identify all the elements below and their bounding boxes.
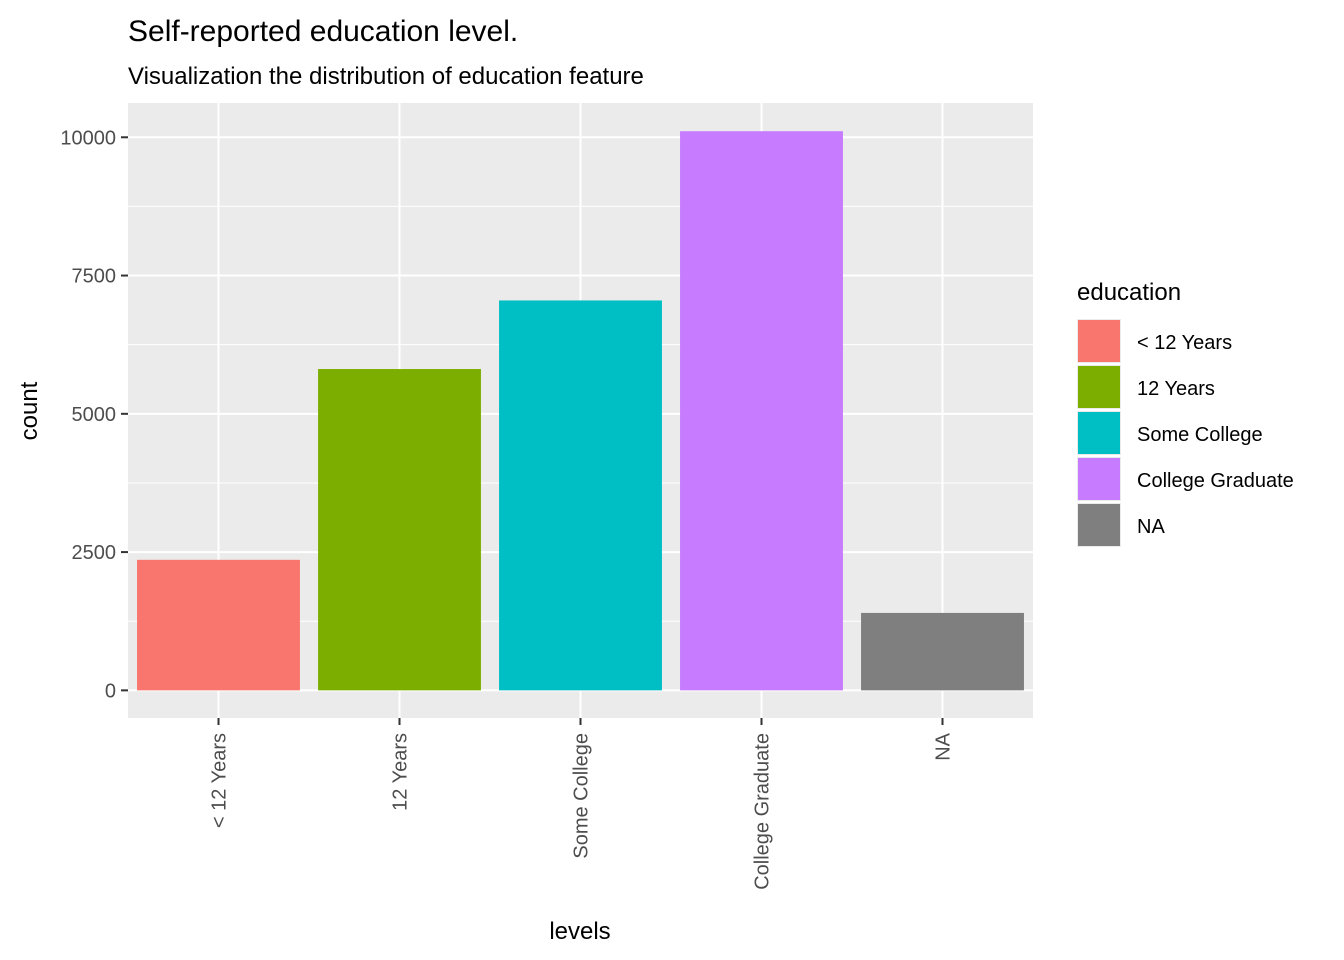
legend-swatch xyxy=(1078,366,1120,408)
legend-label: NA xyxy=(1137,516,1165,538)
y-axis: 0 2500 5000 7500 10000 xyxy=(60,127,128,702)
x-axis: < 12 Years 12 Years Some College College Gr… xyxy=(209,718,955,890)
x-tick-label: NA xyxy=(933,732,955,760)
chart-subtitle: Visualization the distribution of educat… xyxy=(128,63,644,90)
x-axis-title: levels xyxy=(549,918,610,945)
x-tick-label: 12 Years xyxy=(390,733,412,811)
chart-title: Self-reported education level. xyxy=(128,15,518,48)
legend-swatch xyxy=(1078,458,1120,500)
legend-label: < 12 Years xyxy=(1137,332,1232,354)
legend-swatch xyxy=(1078,412,1120,454)
y-tick-label: 5000 xyxy=(72,404,117,426)
legend-swatch xyxy=(1078,320,1120,362)
bar xyxy=(137,559,300,691)
y-axis-title: count xyxy=(16,381,43,440)
legend-label: 12 Years xyxy=(1137,378,1215,400)
legend: education < 12 Years 12 Years Some College… xyxy=(1077,279,1294,547)
bar xyxy=(861,612,1024,691)
y-tick-label: 2500 xyxy=(72,542,117,564)
legend-title: education xyxy=(1077,279,1181,306)
legend-items: < 12 Years 12 Years Some College College Gr… xyxy=(1077,319,1294,547)
x-tick-label: < 12 Years xyxy=(209,733,231,828)
y-tick-label: 7500 xyxy=(72,266,117,288)
legend-label: Some College xyxy=(1137,424,1263,446)
bar xyxy=(680,131,843,691)
x-tick-label: Some College xyxy=(571,733,593,859)
legend-label: College Graduate xyxy=(1137,470,1294,492)
y-tick-label: 10000 xyxy=(60,127,116,149)
bars xyxy=(137,131,1024,691)
bar xyxy=(318,369,481,691)
y-tick-label: 0 xyxy=(105,680,116,702)
legend-swatch xyxy=(1078,504,1120,546)
x-tick-label: College Graduate xyxy=(752,733,774,890)
bar xyxy=(499,300,662,691)
